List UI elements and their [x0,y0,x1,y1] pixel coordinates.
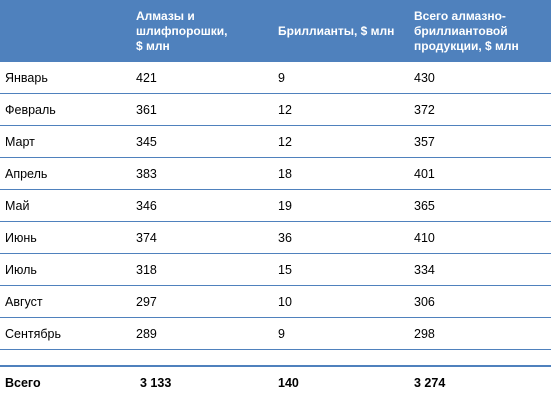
header-brilliants: Бриллианты, $ млн [278,23,395,38]
cell-brilliants: 10 [278,294,292,309]
cell-total: 357 [414,134,435,149]
totals-total: 3 274 [414,375,446,390]
cell-month: Март [5,134,35,149]
totals-row: Всего 3 133 140 3 274 [0,365,551,400]
table-header: Алмазы и шлифпорошки, $ млн Бриллианты, … [0,0,551,62]
cell-month: Январь [5,70,48,85]
table-row: Май 346 19 365 [0,190,551,222]
cell-month: Апрель [5,166,48,181]
cell-brilliants: 12 [278,134,292,149]
totals-brilliants: 140 [278,375,299,390]
cell-diamonds: 345 [136,134,157,149]
header-total: Всего алмазно- бриллиантовой продукции, … [414,8,519,53]
table-row: Сентябрь 289 9 298 [0,318,551,350]
table-row: Январь 421 9 430 [0,62,551,94]
cell-total: 372 [414,102,435,117]
cell-diamonds: 383 [136,166,157,181]
cell-brilliants: 36 [278,230,292,245]
cell-total: 334 [414,262,435,277]
table-row: Июнь 374 36 410 [0,222,551,254]
cell-diamonds: 361 [136,102,157,117]
cell-diamonds: 346 [136,198,157,213]
cell-month: Июль [5,262,37,277]
header-diamonds: Алмазы и шлифпорошки, $ млн [136,8,228,53]
table-row: Июль 318 15 334 [0,254,551,286]
cell-month: Май [5,198,30,213]
table-row: Август 297 10 306 [0,286,551,318]
cell-total: 410 [414,230,435,245]
table-row: Февраль 361 12 372 [0,94,551,126]
cell-total: 401 [414,166,435,181]
cell-brilliants: 9 [278,326,285,341]
cell-diamonds: 318 [136,262,157,277]
cell-month: Февраль [5,102,56,117]
table-row: Март 345 12 357 [0,126,551,158]
totals-label: Всего [5,375,41,390]
cell-total: 298 [414,326,435,341]
cell-brilliants: 19 [278,198,292,213]
cell-brilliants: 12 [278,102,292,117]
cell-month: Август [5,294,43,309]
cell-brilliants: 15 [278,262,292,277]
table-row: Апрель 383 18 401 [0,158,551,190]
cell-total: 430 [414,70,435,85]
cell-month: Сентябрь [5,326,61,341]
cell-diamonds: 421 [136,70,157,85]
cell-diamonds: 374 [136,230,157,245]
cell-month: Июнь [5,230,37,245]
totals-diamonds: 3 133 [140,375,172,390]
cell-total: 365 [414,198,435,213]
cell-brilliants: 9 [278,70,285,85]
cell-brilliants: 18 [278,166,292,181]
cell-diamonds: 289 [136,326,157,341]
cell-diamonds: 297 [136,294,157,309]
cell-total: 306 [414,294,435,309]
